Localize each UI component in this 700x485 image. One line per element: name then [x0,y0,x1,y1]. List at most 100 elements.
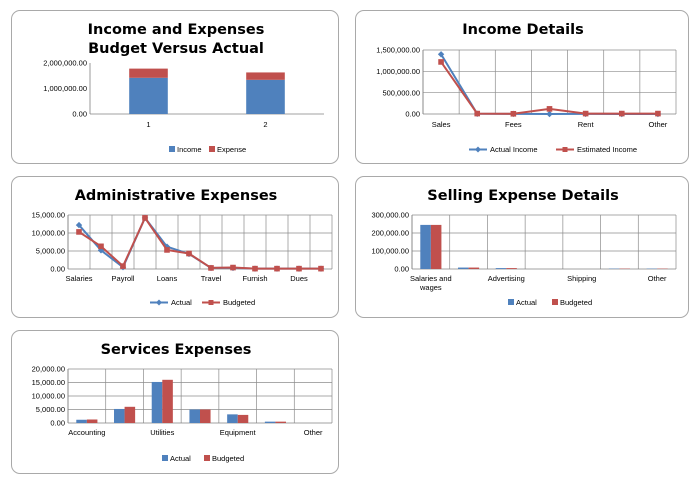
bar-expense [129,68,168,78]
legend-label: Actual [171,298,192,307]
y-tick-label: 300,000.00 [371,211,409,220]
x-tick-label: Salaries [65,274,92,283]
chart-panel-services-expenses: Services Expenses 0.00 5,000.00 10,000.00 15… [11,330,339,474]
bar-actual [114,408,125,423]
series-line-budgeted [78,215,321,270]
x-tick-label: Furnish [242,274,267,283]
x-tick-label: Accounting [68,428,105,437]
x-tick-label: Salaries and [410,274,452,283]
chart-administrative-expenses: Administrative Expenses 0.00 5,000.00 10,00… [32,188,333,307]
chart-services-expenses: Services Expenses 0.00 5,000.00 10,000.00 15… [32,342,333,463]
x-tick-label: Other [649,120,668,129]
data-point [164,247,170,253]
legend-label: Actual Income [490,145,538,154]
legend-swatch [508,299,514,305]
bar-actual [151,381,163,423]
y-tick-label: 1,500,000.00 [376,46,420,55]
y-tick-label: 500,000.00 [382,88,420,97]
bar-income [246,79,285,114]
x-tick-label: wages [419,283,442,292]
legend-label: Estimated Income [577,145,637,154]
x-tick-label: Utilities [150,428,174,437]
data-point [186,250,192,257]
x-tick-label: Travel [201,274,222,283]
y-tick-label: 0.00 [405,110,420,119]
chart-panel-income-details: Income Details 0.00 500,000.00 1,000,000.00… [355,10,689,164]
legend-marker [562,147,568,152]
legend-marker [475,146,481,153]
y-tick-label: 15,000.00 [32,211,65,220]
chart-title: Income and Expenses [88,22,265,38]
y-tick-label: 100,000.00 [371,247,409,256]
y-tick-label: 20,000.00 [32,365,65,374]
data-point [98,243,104,250]
data-point [120,263,126,269]
legend-swatch [209,146,215,152]
y-tick-label: 2,000,000.00 [43,59,87,68]
legend-label: Budgeted [223,298,255,307]
x-tick-label: Dues [290,274,308,283]
data-point [142,215,148,221]
data-point [546,106,553,112]
bar-income [129,77,168,114]
bar-budgeted [430,224,442,269]
x-tick-label: Loans [157,274,178,283]
bar-budgeted [506,268,517,269]
y-tick-label: 0.00 [394,265,409,274]
y-tick-label: 15,000.00 [32,378,65,387]
data-point [438,59,444,65]
data-point [582,110,589,117]
x-tick-label: Other [648,274,667,283]
x-tick-label: Fees [505,120,522,129]
x-tick-label: Shipping [567,274,596,283]
legend-swatch [169,146,175,152]
data-point [437,51,445,58]
x-tick-label: 1 [146,120,150,129]
legend-marker [156,299,162,306]
legend-label: Expense [217,145,246,154]
legend-marker [208,300,214,305]
bar-actual [227,414,238,423]
bar-actual [76,419,87,423]
legend-swatch [552,299,558,305]
x-tick-label: Other [304,428,323,437]
legend-label: Budgeted [212,454,244,463]
legend-label: Actual [170,454,191,463]
x-tick-label: Rent [578,120,595,129]
bar-budgeted [124,406,136,423]
y-tick-label: 0.00 [50,265,65,274]
chart-panel-administrative-expenses: Administrative Expenses 0.00 5,000.00 10,00… [11,176,339,318]
bar-actual [458,267,469,269]
bar-actual [264,421,276,423]
y-tick-label: 1,000,000.00 [43,84,87,93]
data-point [252,265,258,272]
chart-title: Administrative Expenses [75,188,278,204]
bar-budgeted [162,379,173,423]
legend-label: Budgeted [560,298,592,307]
data-point [208,265,214,271]
data-point [75,221,83,229]
data-point [274,265,280,272]
bar-budgeted [86,419,98,423]
bar-budgeted [237,414,249,423]
bar-budgeted [200,409,211,423]
y-tick-label: 5,000.00 [36,405,65,414]
x-tick-label: Payroll [112,274,135,283]
data-point [163,243,171,250]
y-tick-label: 10,000.00 [32,392,65,401]
y-tick-label: 1,000,000.00 [376,67,420,76]
legend-label: Actual [516,298,537,307]
data-point [76,229,82,235]
bar-actual [420,224,431,269]
bar-budgeted [275,421,286,423]
data-point [296,265,302,272]
data-point [510,110,517,117]
y-tick-label: 10,000.00 [32,229,65,238]
legend-swatch [204,455,210,461]
chart-title: Selling Expense Details [427,188,618,204]
series-line-actual-income [440,53,658,116]
chart-title: Income Details [462,22,583,38]
chart-panel-income-expenses: Income and Expenses Budget Versus Actual 0… [11,10,339,164]
chart-income-details: Income Details 0.00 500,000.00 1,000,000.00… [376,22,677,154]
legend-swatch [162,455,168,461]
